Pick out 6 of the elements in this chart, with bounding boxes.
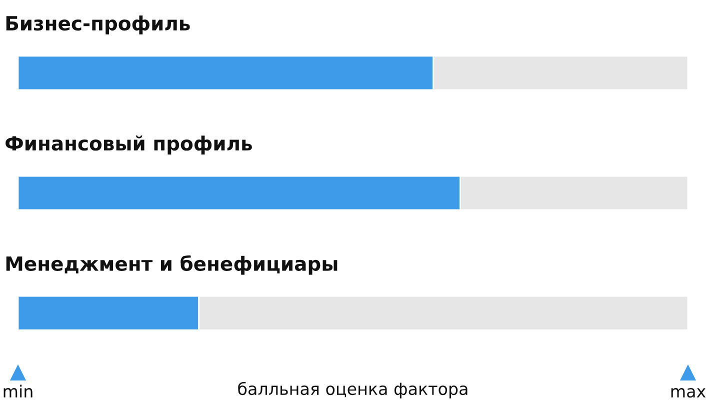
y-tick-label: Бизнес-профиль [6, 16, 190, 34]
x-axis-title: балльная оценка фактора [238, 382, 468, 398]
text: max [671, 388, 706, 398]
y-tick-label: Менеджмент и бенефициары [6, 255, 338, 275]
text: min [4, 384, 32, 398]
y-tick-label: Финансовый профиль [6, 136, 252, 154]
